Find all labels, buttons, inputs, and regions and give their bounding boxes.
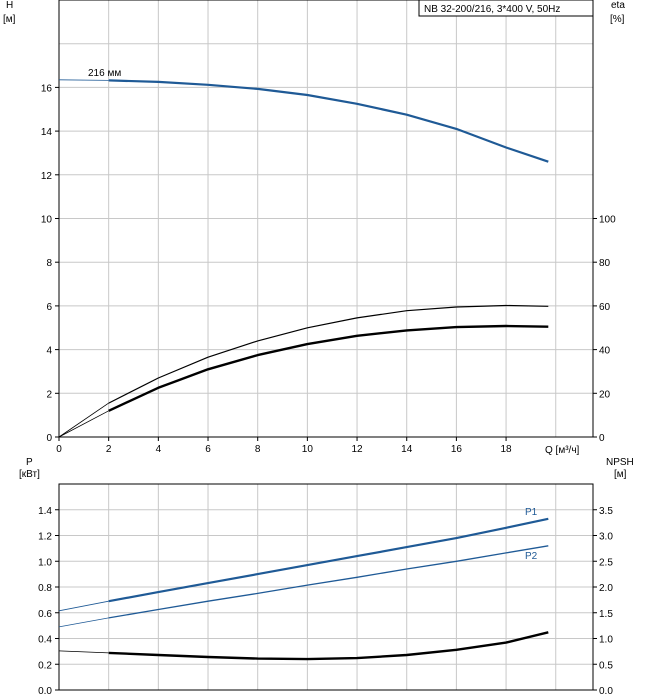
top-left-tick-label: 10	[41, 215, 53, 226]
bottom-right-tick-label: 3.0	[599, 532, 613, 543]
chart-title: NB 32-200/216, 3*400 V, 50Hz	[424, 4, 560, 15]
top-series-1	[108, 304, 549, 404]
bottom-left-tick-label: 1.4	[38, 506, 52, 517]
x-tick-label: 6	[205, 444, 211, 455]
x-tick-label: 16	[451, 444, 463, 455]
x-tick-label: 2	[106, 444, 112, 455]
bottom-series-1	[108, 545, 549, 619]
chart-title-box	[418, 0, 594, 17]
bottom-left-axis-label-line1: P	[26, 457, 33, 468]
bottom-right-tick-label: 2.0	[599, 583, 613, 594]
bottom-right-tick-label: 0.5	[599, 660, 613, 671]
bottom-left-axis-label-line2: [кВт]	[19, 469, 40, 480]
bottom-left-tick-label: 1.0	[38, 557, 52, 568]
bottom-series-lead-2	[58, 650, 109, 654]
top-right-axis-label-line1: eta	[611, 0, 625, 11]
top-left-tick-label: 8	[46, 258, 52, 269]
bottom-left-tick-label: 0.0	[38, 686, 52, 697]
bottom-right-tick-label: 3.5	[599, 506, 613, 517]
top-left-tick-label: 4	[46, 346, 52, 357]
top-right-tick-label: 40	[599, 346, 611, 357]
p2-curve-label: P2	[525, 551, 538, 562]
top-right-tick-label: 80	[599, 258, 611, 269]
top-right-tick-label: 100	[599, 215, 616, 226]
top-right-tick-label: 60	[599, 302, 611, 313]
bottom-right-axis-label-line2: [м]	[614, 469, 627, 480]
x-tick-label: 14	[401, 444, 413, 455]
x-tick-label: 4	[156, 444, 162, 455]
x-tick-label: 12	[351, 444, 363, 455]
bottom-left-tick-label: 0.8	[38, 583, 52, 594]
top-series-lead-1	[58, 402, 109, 438]
top-left-tick-label: 6	[46, 302, 52, 313]
bottom-series-2	[108, 631, 549, 661]
top-series-0	[108, 79, 549, 163]
bottom-series-lead-1	[58, 617, 109, 628]
top-left-axis-label-line2: [м]	[3, 14, 16, 25]
x-tick-label: 8	[255, 444, 261, 455]
bottom-series-0	[108, 517, 549, 603]
head-curve-label: 216 мм	[88, 68, 121, 79]
top-left-tick-label: 12	[41, 171, 53, 182]
top-right-tick-label: 20	[599, 389, 611, 400]
top-series-lead-2	[58, 410, 109, 438]
bottom-panel-ticks: 0.0 0.2 0.4 0.6 0.8 1.0 1.2 1.4 0.0 0.5 1.0 1.5 2.0 2…	[38, 506, 613, 697]
bottom-left-tick-label: 0.4	[38, 635, 52, 646]
bottom-left-tick-label: 1.2	[38, 532, 52, 543]
x-tick-label: 0	[56, 444, 62, 455]
top-right-axis-label-line2: [%]	[610, 14, 625, 25]
x-tick-label: 18	[501, 444, 513, 455]
bottom-left-tick-label: 0.2	[38, 660, 52, 671]
bottom-panel-series	[58, 517, 549, 661]
top-left-tick-label: 2	[46, 389, 52, 400]
top-panel-ticks: 0 2 4 6 8 10 12 14 16 0 20 40 60 80 100 0 2 4 6 8 10 12 14 16 18	[41, 83, 616, 455]
top-series-lead-0	[58, 79, 109, 81]
x-tick-label: 10	[302, 444, 314, 455]
bottom-series-lead-0	[58, 600, 109, 612]
top-right-tick-label: 0	[599, 433, 605, 444]
bottom-right-axis-label-line1: NPSH	[606, 457, 634, 468]
top-left-tick-label: 16	[41, 83, 53, 94]
x-axis-label: Q [м³/ч]	[545, 445, 580, 456]
top-series-2	[108, 324, 549, 412]
top-left-tick-label: 14	[41, 127, 53, 138]
bottom-left-tick-label: 0.6	[38, 609, 52, 620]
bottom-right-tick-label: 1.5	[599, 609, 613, 620]
p1-curve-label: P1	[525, 507, 538, 518]
bottom-right-tick-label: 1.0	[599, 635, 613, 646]
top-panel-series	[58, 79, 549, 438]
top-left-axis-label-line1: H	[6, 0, 13, 11]
top-panel-grid	[59, 0, 593, 437]
bottom-right-tick-label: 0.0	[599, 686, 613, 697]
bottom-right-tick-label: 2.5	[599, 557, 613, 568]
top-left-tick-label: 0	[46, 433, 52, 444]
